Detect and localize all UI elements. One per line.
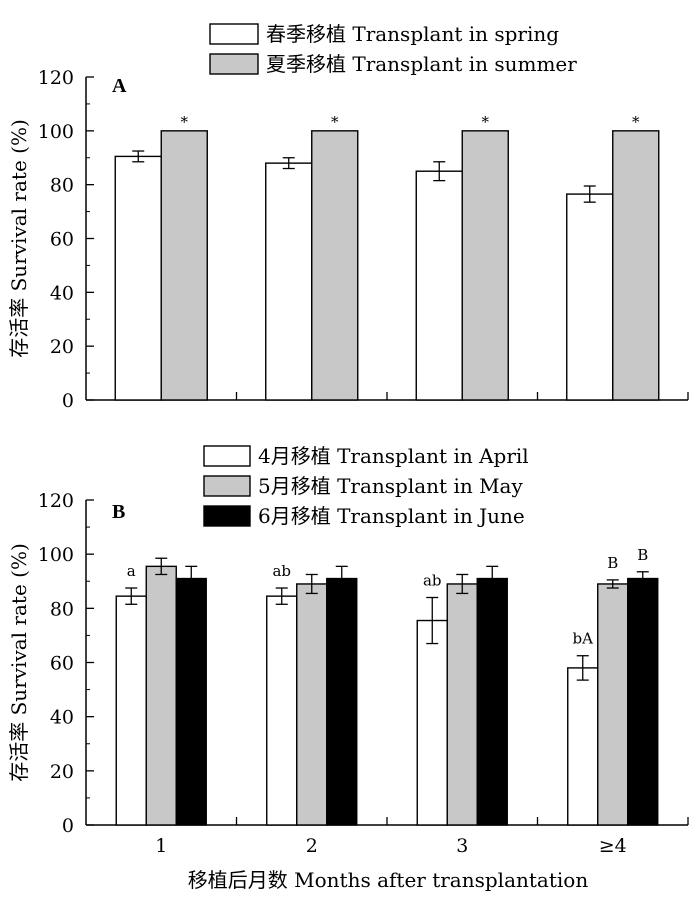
significance-label: *	[181, 113, 189, 131]
significance-label: B	[637, 546, 648, 564]
x-tick-label: ≥4	[599, 835, 627, 857]
significance-label: B	[607, 554, 618, 572]
significance-label: *	[632, 113, 640, 131]
y-tick-label: 0	[62, 390, 74, 412]
bar-may-3	[446, 583, 478, 826]
bar-summer-2	[311, 130, 359, 401]
significance-label: *	[482, 113, 490, 131]
significance-label: ab	[272, 562, 291, 580]
legend: 春季移植 Transplant in spring 夏季移植 Transplant…	[209, 22, 577, 76]
y-tick-label: 120	[38, 67, 74, 89]
y-tick-label: 20	[50, 336, 74, 358]
bar-spring-1	[114, 155, 162, 401]
bar-june-3	[476, 577, 508, 826]
bar-may-2	[296, 583, 328, 826]
bar-spring-4	[566, 193, 614, 401]
x-tick-label: 1	[155, 835, 167, 857]
bar-may-1	[145, 565, 177, 826]
y-tick-label: 40	[50, 707, 74, 729]
y-tick-label: 40	[50, 282, 74, 304]
y-tick-label: 100	[38, 121, 74, 143]
bar-april-4	[567, 667, 599, 826]
legend-label: 4月移植 Transplant in April	[258, 444, 529, 468]
bar-june-2	[326, 577, 358, 826]
bar-spring-2	[265, 162, 313, 401]
significance-label: ab	[423, 572, 442, 590]
y-tick-label: 80	[50, 598, 74, 620]
y-axis-label: 存活率 Survival rate (%)	[7, 543, 31, 782]
bar-june-1	[175, 577, 207, 826]
legend-label: 5月移植 Transplant in May	[258, 474, 523, 498]
significance-label: a	[127, 562, 136, 580]
y-tick-label: 120	[38, 490, 74, 512]
y-tick-label: 60	[50, 653, 74, 675]
bar-summer-1	[160, 130, 208, 401]
bar-april-2	[266, 595, 298, 826]
legend-swatch	[209, 23, 259, 45]
y-tick-label: 100	[38, 544, 74, 566]
bar-april-1	[115, 595, 147, 826]
legend-swatch	[203, 475, 251, 497]
legend-swatch	[203, 505, 251, 527]
bar-april-3	[416, 619, 448, 826]
significance-label: *	[331, 113, 339, 131]
y-tick-label: 60	[50, 229, 74, 251]
y-axis-label: 存活率 Survival rate (%)	[7, 119, 31, 358]
legend-label: 6月移植 Transplant in June	[258, 504, 525, 528]
bar-may-4	[597, 583, 629, 826]
x-tick-label: 2	[306, 835, 318, 857]
y-tick-label: 20	[50, 761, 74, 783]
legend-label: 春季移植 Transplant in spring	[266, 22, 559, 46]
x-axis-label: 移植后月数 Months after transplantation	[188, 868, 589, 892]
bar-summer-3	[461, 130, 509, 401]
bar-june-4	[627, 577, 659, 826]
x-tick-label: 3	[456, 835, 468, 857]
legend: 4月移植 Transplant in April 5月移植 Transplant …	[203, 444, 529, 528]
chart-panel-b: 0 20 40 60 80 100 120 a ab ab bA B B 1 2 3 ≥4 B 存活率 Surviv…	[7, 444, 689, 892]
legend-label: 夏季移植 Transplant in summer	[266, 52, 577, 76]
panel-label: A	[112, 75, 127, 97]
bar-summer-4	[612, 130, 660, 401]
y-tick-label: 80	[50, 175, 74, 197]
y-tick-label: 0	[62, 815, 74, 837]
bar-spring-3	[415, 170, 463, 401]
panel-label: B	[112, 501, 125, 523]
legend-swatch	[209, 53, 259, 75]
chart-panel-a: 0 20 40 60 80 100 120 * * * * A 存活率 Survival rate (%…	[7, 22, 689, 412]
significance-label: bA	[573, 630, 594, 648]
legend-swatch	[203, 445, 251, 467]
